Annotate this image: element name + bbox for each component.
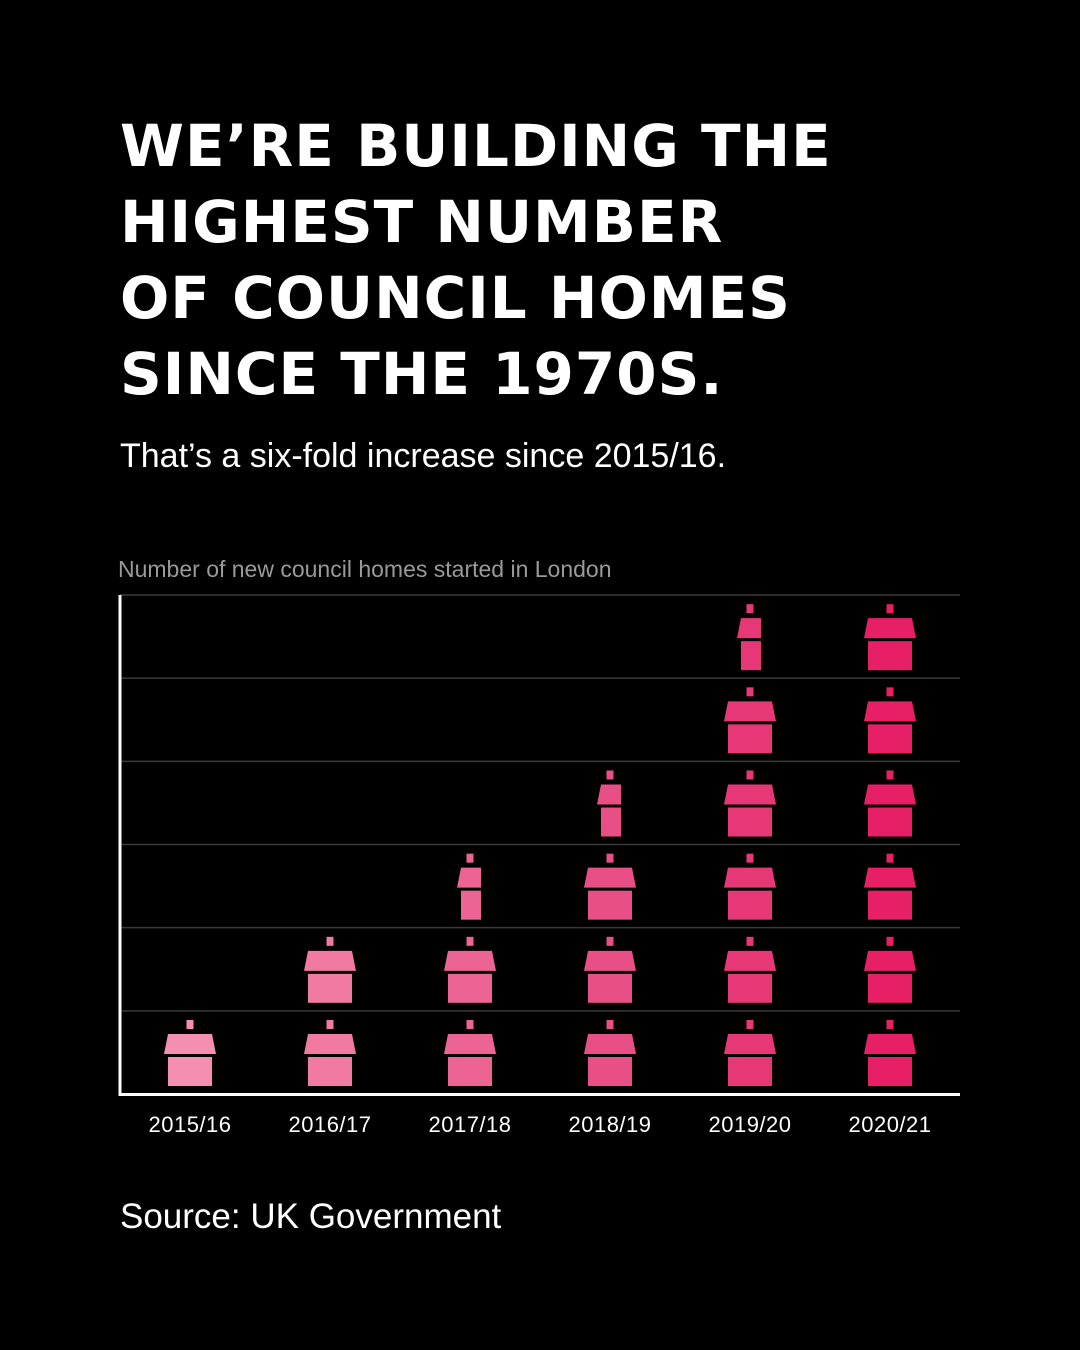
bar-2019-20 bbox=[724, 604, 776, 1086]
house-icon bbox=[444, 1020, 496, 1086]
house-icon bbox=[584, 853, 636, 920]
house-icon bbox=[864, 604, 916, 671]
headline-line-4: SINCE THE 1970S. bbox=[120, 340, 724, 408]
house-icon bbox=[304, 1020, 356, 1086]
house-icon bbox=[864, 770, 916, 837]
headline-line-1: WE’RE BUILDING THE bbox=[120, 112, 832, 180]
house-icon bbox=[164, 1020, 216, 1086]
axes bbox=[118, 595, 960, 1096]
house-icon bbox=[724, 770, 776, 837]
house-icon bbox=[864, 1020, 916, 1086]
bar-2020-21 bbox=[864, 604, 916, 1086]
house-icon bbox=[444, 936, 496, 1003]
bar-2017-18 bbox=[444, 853, 496, 1086]
house-icon bbox=[864, 853, 916, 920]
house-icon bbox=[864, 687, 916, 754]
x-tick-label: 2015/16 bbox=[148, 1112, 231, 1137]
house-icon bbox=[724, 1020, 776, 1086]
x-tick-label: 2020/21 bbox=[848, 1112, 931, 1137]
house-icon bbox=[304, 936, 356, 1003]
x-tick-label: 2019/20 bbox=[708, 1112, 791, 1137]
half-house-icon bbox=[597, 770, 621, 837]
house-icon bbox=[724, 936, 776, 1003]
gridlines bbox=[120, 594, 960, 1012]
x-tick-labels: 2015/16 2016/17 2017/18 2018/19 2019/20 2020/… bbox=[148, 1112, 931, 1137]
chart-title: Number of new council homes started in L… bbox=[118, 556, 612, 582]
house-icons bbox=[164, 604, 916, 1086]
x-tick-label: 2017/18 bbox=[428, 1112, 511, 1137]
x-tick-label: 2016/17 bbox=[288, 1112, 371, 1137]
half-house-icon bbox=[737, 604, 761, 671]
house-icon bbox=[584, 936, 636, 1003]
x-tick-label: 2018/19 bbox=[568, 1112, 651, 1137]
house-icon bbox=[584, 1020, 636, 1086]
bar-2016-17 bbox=[304, 936, 356, 1086]
house-icon bbox=[724, 853, 776, 920]
subtitle: That’s a six-fold increase since 2015/16… bbox=[120, 437, 727, 475]
headline-line-2: HIGHEST NUMBER bbox=[120, 188, 724, 256]
headline: WE’RE BUILDING THE HIGHEST NUMBER OF COU… bbox=[120, 108, 980, 412]
bar-2018-19 bbox=[584, 770, 636, 1086]
house-icon bbox=[864, 936, 916, 1003]
headline-line-3: OF COUNCIL HOMES bbox=[120, 264, 791, 332]
bar-2015-16 bbox=[164, 1020, 216, 1086]
house-icon bbox=[724, 687, 776, 754]
source-note: Source: UK Government bbox=[120, 1197, 502, 1236]
half-house-icon bbox=[457, 853, 481, 920]
